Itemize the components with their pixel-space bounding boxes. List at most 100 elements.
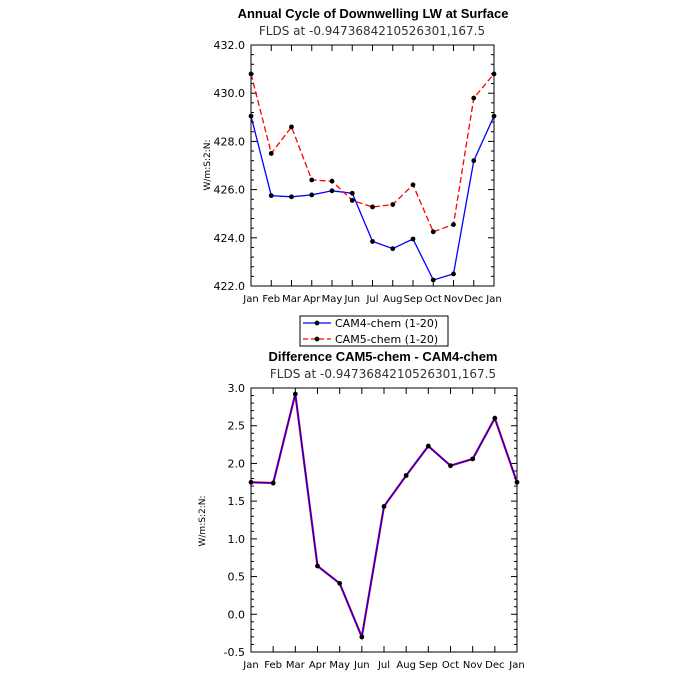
top-chart-ytick-label: 426.0 [214,184,246,197]
top-chart-title: Annual Cycle of Downwelling LW at Surfac… [238,6,509,21]
top-chart-xtick-label: Sep [404,294,423,305]
top-chart-series-cam4-chem-1-20-point [329,188,335,194]
top-chart-xtick-label: Oct [425,294,442,305]
bottom-chart-series-cam5-chem-cam4-chem-point [315,563,320,569]
bottom-chart-series-cam5-chem-cam4-chem-point [337,580,343,586]
top-chart-series-cam4-chem-1-20-point [349,190,355,196]
top-chart-series-cam4-chem-1-20-point [370,239,375,244]
top-chart-series-cam5-chem-1-20-point [309,177,315,183]
top-chart-series-cam4-chem-1-20-point [248,113,254,119]
bottom-chart-title: Difference CAM5-chem - CAM4-chem [269,349,498,364]
top-chart-xtick-label: Apr [303,294,321,305]
bottom-chart-ytick-label: 1.5 [228,495,246,508]
bottom-chart-subtitle: FLDS at -0.9473684210526301,167.5 [270,367,496,381]
top-chart-series-cam4-chem-1-20-point [451,271,456,277]
bottom-chart-xtick-label: Jan [508,660,524,671]
top-chart-xtick-label: Feb [262,294,280,305]
top-chart-subtitle: FLDS at -0.9473684210526301,167.5 [259,24,485,38]
top-chart-series-cam4-chem-1-20-point [390,246,396,252]
bottom-chart-xtick-label: Apr [309,660,327,671]
top-chart-series-cam5-chem-1-20-point [451,222,456,227]
top-chart-series-cam4-chem-1-20-point [471,158,477,164]
bottom-chart-xtick-label: Jun [353,660,370,671]
top-chart-xtick-label: Jan [485,294,501,305]
top-chart-ytick-label: 430.0 [214,87,246,100]
top-chart-xtick-label: Nov [444,294,464,305]
legend-label-cam4: CAM4-chem (1-20) [335,317,438,330]
legend-marker-cam4 [314,320,320,326]
bottom-chart-xtick-label: May [329,660,350,671]
top-chart-xtick-label: Jul [365,294,378,305]
bottom-chart-ytick-label: -0.5 [224,646,245,659]
bottom-chart-series-cam5-chem-cam4-chem-point [492,415,498,421]
top-chart-series-cam5-chem-1-20-point [370,204,375,210]
legend-label-cam5: CAM5-chem (1-20) [335,333,438,346]
bottom-chart-ytick-label: 2.5 [228,420,246,433]
bottom-chart-axes: -0.5 0.0 0.5 1.0 1.5 2.0 2.5 3.0 Jan Feb Mar Apr May… [224,382,525,671]
top-chart-series-cam4-chem-1-20-point [289,194,294,200]
bottom-chart-series-cam5-chem-cam4-chem-point [470,456,476,462]
bottom-chart-ytick-label: 0.5 [228,571,246,584]
bottom-chart-xtick-label: Nov [463,660,483,671]
legend-marker-cam5 [314,336,320,342]
bottom-chart-ytick-label: 1.0 [228,533,246,546]
top-chart-series-cam5-chem-1-20-point [390,202,396,207]
top-chart-xtick-label: Mar [282,294,302,305]
bottom-chart: Difference CAM5-chem - CAM4-chem FLDS at… [198,349,525,671]
bottom-chart-series-cam5-chem-cam4-chem-point [292,391,298,397]
top-chart-series-cam5-chem-1-20-point [491,71,497,77]
bottom-chart-xtick-label: Feb [264,660,282,671]
top-chart-legend: CAM4-chem (1-20) CAM5-chem (1-20) [299,315,449,347]
bottom-chart-series-cam5-chem-cam4-chem-point [425,443,431,449]
top-chart-ytick-label: 422.0 [214,280,246,293]
bottom-chart-xtick-label: Aug [396,660,416,671]
top-chart-series-cam4-chem-1-20-point [268,193,274,199]
top-chart-series [248,71,497,283]
bottom-chart-series-cam5-chem-cam4-chem-under [250,393,519,641]
top-chart-series-cam4-chem-1-20-point [410,236,416,242]
top-chart-series-cam5-chem-1-20-point [349,198,355,203]
bottom-chart-series-cam5-chem-cam4-chem-point [359,634,365,640]
top-chart-ytick-label: 428.0 [214,135,246,148]
top-chart-xtick-label: Jun [343,294,360,305]
bottom-chart-xtick-label: Oct [442,660,459,671]
top-chart-ylabel: W/m:S:2:N: [203,140,213,191]
top-chart-series-cam5-chem-1-20-point [471,95,477,101]
top-chart-series-cam5-chem-1-20-point [329,178,335,184]
bottom-chart-series-cam5-chem-cam4-chem-point [403,473,409,478]
bottom-chart-xtick-label: Dec [485,660,504,671]
bottom-chart-series-cam5-chem-cam4-chem-point [270,480,276,486]
bottom-chart-ytick-label: 0.0 [228,608,246,621]
top-chart: Annual Cycle of Downwelling LW at Surfac… [203,6,509,347]
top-chart-xtick-label: Jan [242,294,258,305]
top-chart-ytick-label: 432.0 [214,39,246,52]
top-chart-xtick-label: Aug [383,294,403,305]
bottom-chart-frame [250,387,518,653]
top-chart-xtick-label: Dec [464,294,483,305]
bottom-chart-series [248,391,520,641]
legend-box [299,315,449,347]
bottom-chart-xtick-label: Mar [286,660,306,671]
top-chart-series-cam5-chem-1-20-point [289,124,294,130]
top-chart-xtick-label: May [322,294,343,305]
bottom-chart-ytick-label: 3.0 [228,382,246,395]
bottom-chart-series-cam5-chem-cam4-chem-line [250,393,518,640]
bottom-chart-ytick-label: 2.0 [228,457,246,470]
bottom-chart-xtick-label: Sep [419,660,438,671]
bottom-chart-xtick-label: Jul [377,660,390,671]
top-chart-series-cam5-chem-1-20-point [248,71,254,77]
top-chart-series-cam4-chem-1-20-point [309,192,315,198]
top-chart-series-cam5-chem-1-20-point [430,229,436,235]
top-chart-series-cam4-chem-1-20-point [430,277,436,283]
bottom-chart-ylabel: W/m:S:2:N: [198,496,208,547]
top-chart-ytick-label: 424.0 [214,232,246,245]
bottom-chart-series-cam5-chem-cam4-chem-point [381,504,387,509]
bottom-chart-series-cam5-chem-cam4-chem-point [248,479,254,485]
bottom-chart-series-cam5-chem-cam4-chem-point [448,463,453,469]
top-chart-series-cam4-chem-1-20-point [491,113,497,119]
top-chart-series-cam5-chem-1-20-point [268,151,274,156]
bottom-chart-xtick-label: Jan [242,660,258,671]
top-chart-series-cam5-chem-1-20-point [410,182,416,188]
